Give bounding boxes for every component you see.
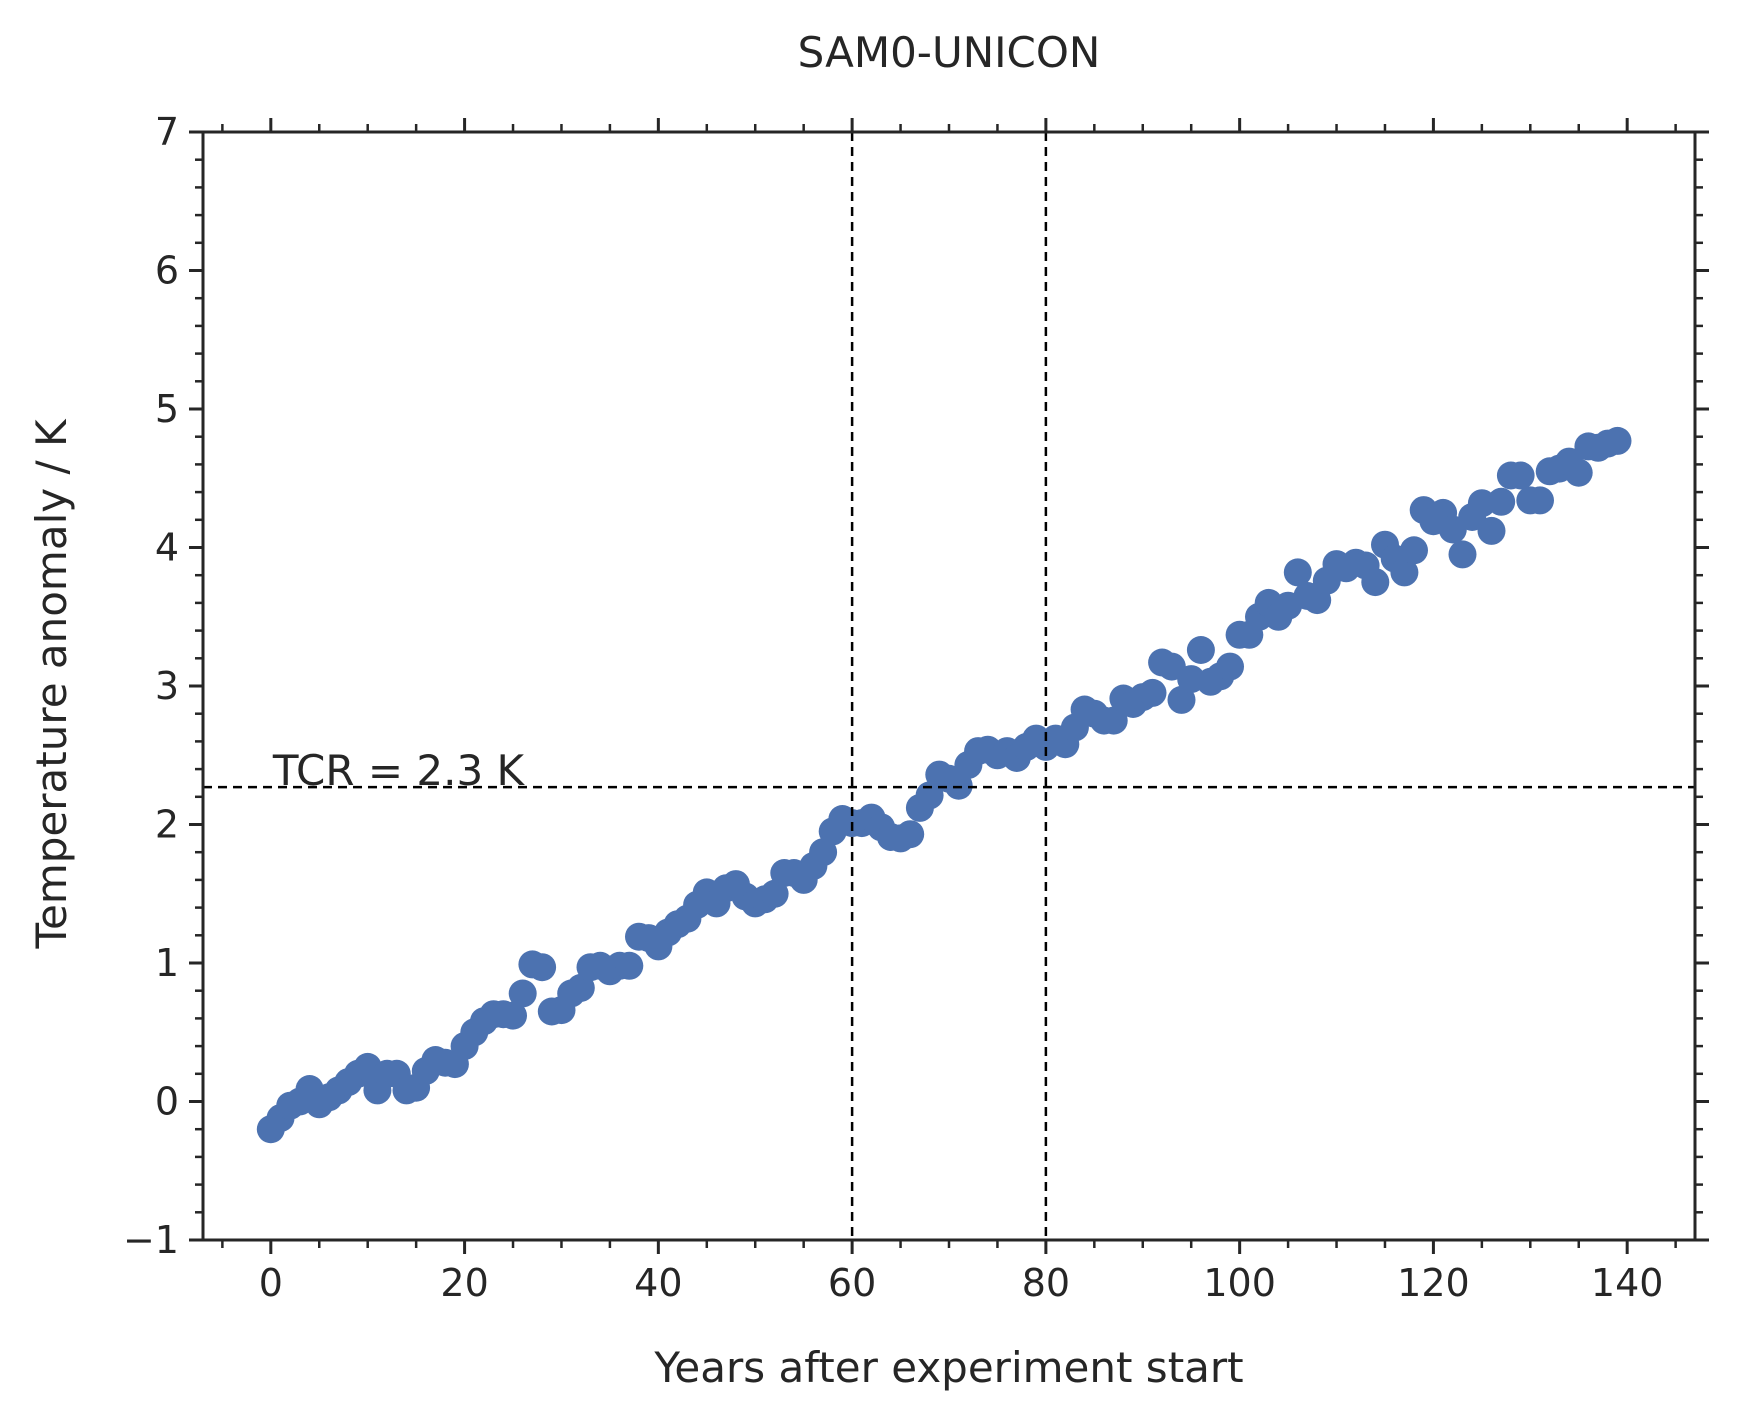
data-point: [508, 979, 537, 1008]
data-point: [1526, 486, 1554, 515]
data-point: [760, 879, 789, 908]
y-tick-label: 2: [155, 803, 179, 847]
data-point: [1603, 426, 1632, 455]
data-point: [1487, 487, 1516, 516]
data-point: [1506, 461, 1535, 490]
data-points: [256, 426, 1632, 1144]
y-tick-label: 3: [155, 664, 179, 708]
data-point: [1186, 636, 1215, 664]
x-tick-label: 140: [1591, 1261, 1664, 1305]
data-point: [499, 1001, 527, 1030]
x-tick-label: 100: [1203, 1261, 1276, 1305]
x-tick-label: 120: [1397, 1261, 1470, 1305]
data-point: [1390, 558, 1419, 587]
data-point: [1216, 652, 1244, 681]
chart-title: SAM0-UNICON: [798, 28, 1101, 77]
reference-lines: [203, 132, 1695, 1240]
y-tick-label: 5: [155, 387, 179, 431]
data-point: [1361, 568, 1390, 597]
x-tick-label: 0: [259, 1261, 283, 1305]
data-point: [1448, 540, 1477, 569]
data-point: [1099, 706, 1128, 735]
data-point: [915, 781, 944, 810]
x-tick-label: 60: [828, 1261, 876, 1305]
data-point: [1564, 458, 1593, 487]
y-tick-label: 0: [155, 1080, 179, 1124]
x-axis-label: Years after experiment start: [653, 1343, 1243, 1392]
y-tick-label: −1: [123, 1218, 179, 1262]
data-point: [809, 838, 838, 867]
tcr-annotation: TCR = 2.3 K: [272, 746, 526, 795]
data-point: [1283, 558, 1312, 587]
tick-labels: 0 20 40 60 80 100 120 140 −1 0 1 2 3 4 5 6 7: [123, 110, 1663, 1305]
y-axis-label: Temperature anomaly / K: [27, 418, 76, 949]
y-tick-label: 4: [155, 526, 179, 570]
data-point: [1138, 678, 1167, 707]
data-point: [896, 820, 925, 849]
data-point: [1167, 685, 1196, 714]
data-point: [528, 953, 557, 982]
y-tick-label: 1: [155, 941, 179, 985]
x-tick-label: 80: [1022, 1261, 1070, 1305]
x-tick-label: 20: [440, 1261, 488, 1305]
y-tick-label: 6: [155, 249, 179, 293]
x-tick-label: 40: [634, 1261, 682, 1305]
data-point: [615, 951, 644, 980]
data-point: [1400, 536, 1428, 565]
data-point: [1477, 516, 1506, 545]
y-tick-label: 7: [155, 110, 179, 154]
data-point: [944, 771, 973, 800]
plot-frame: [201, 130, 1697, 1242]
